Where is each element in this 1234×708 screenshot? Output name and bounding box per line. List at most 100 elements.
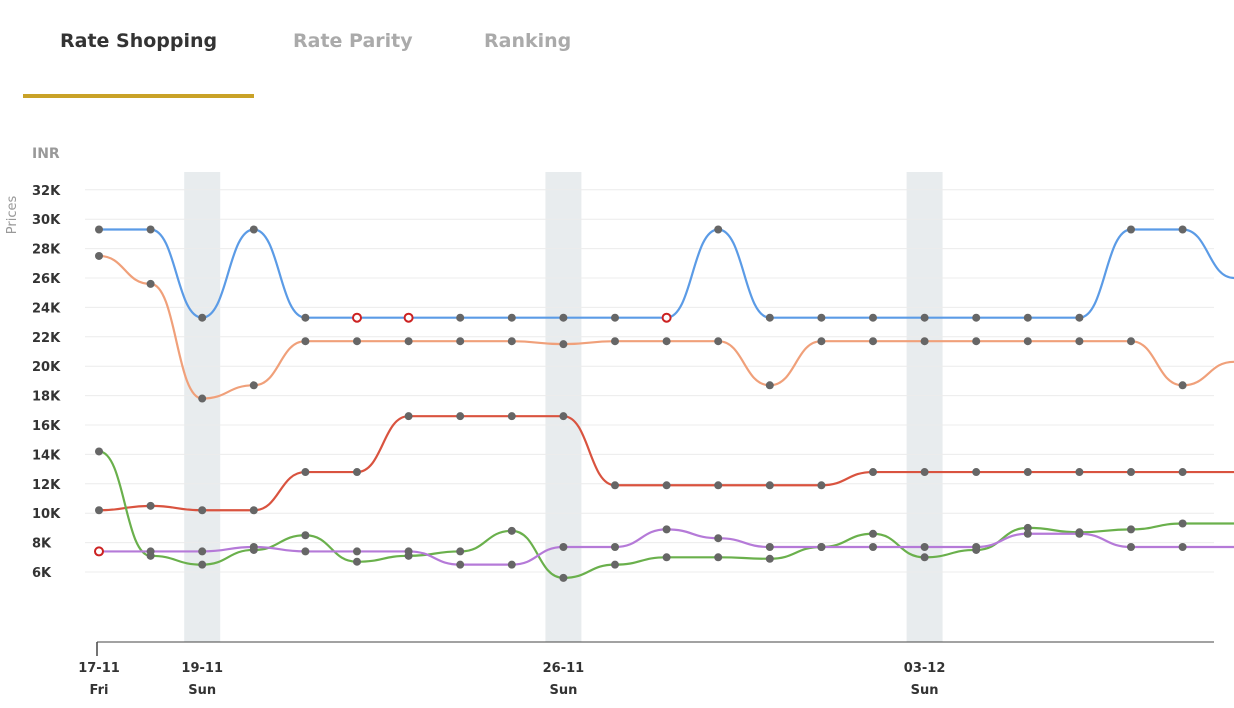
data-point[interactable] xyxy=(1023,313,1032,322)
data-point[interactable] xyxy=(611,313,619,322)
data-point[interactable] xyxy=(352,312,362,323)
data-point[interactable] xyxy=(817,313,826,322)
data-point[interactable] xyxy=(559,412,568,421)
data-point[interactable] xyxy=(611,543,619,552)
data-point[interactable] xyxy=(198,547,207,556)
data-point[interactable] xyxy=(869,529,877,538)
data-point[interactable] xyxy=(353,337,361,346)
data-point[interactable] xyxy=(301,547,310,556)
data-point[interactable] xyxy=(456,337,465,346)
data-point[interactable] xyxy=(559,313,568,322)
data-point[interactable] xyxy=(507,313,516,322)
data-point[interactable] xyxy=(765,313,774,322)
data-point[interactable] xyxy=(611,560,619,569)
data-point[interactable] xyxy=(1127,525,1135,534)
data-point[interactable] xyxy=(920,313,929,322)
data-point[interactable] xyxy=(765,543,774,552)
data-point[interactable] xyxy=(198,560,207,569)
data-point[interactable] xyxy=(765,481,774,490)
data-point[interactable] xyxy=(972,337,981,346)
data-point[interactable] xyxy=(1127,337,1135,346)
data-point[interactable] xyxy=(146,547,155,556)
data-point[interactable] xyxy=(920,543,929,552)
data-point[interactable] xyxy=(456,412,465,421)
data-point[interactable] xyxy=(817,337,826,346)
tab-rate-shopping[interactable]: Rate Shopping xyxy=(60,30,218,52)
data-point[interactable] xyxy=(456,313,465,322)
data-point[interactable] xyxy=(94,546,104,557)
data-point[interactable] xyxy=(95,506,103,515)
data-point[interactable] xyxy=(301,337,310,346)
data-point[interactable] xyxy=(661,312,672,323)
data-point[interactable] xyxy=(662,525,671,534)
data-point[interactable] xyxy=(920,337,929,346)
data-point[interactable] xyxy=(353,547,361,556)
data-point[interactable] xyxy=(456,547,465,556)
data-point[interactable] xyxy=(1075,337,1084,346)
data-point[interactable] xyxy=(301,531,310,540)
data-point[interactable] xyxy=(662,481,671,490)
data-point[interactable] xyxy=(1178,381,1187,390)
data-point[interactable] xyxy=(1127,225,1135,234)
data-point[interactable] xyxy=(1178,543,1187,552)
data-point[interactable] xyxy=(920,553,929,562)
data-point[interactable] xyxy=(765,381,774,390)
data-point[interactable] xyxy=(404,412,413,421)
data-point[interactable] xyxy=(611,481,619,490)
data-point[interactable] xyxy=(507,412,516,421)
data-point[interactable] xyxy=(301,313,310,322)
data-point[interactable] xyxy=(404,337,413,346)
data-point[interactable] xyxy=(817,481,826,490)
data-point[interactable] xyxy=(456,560,465,569)
data-point[interactable] xyxy=(1023,337,1032,346)
data-point[interactable] xyxy=(869,337,877,346)
data-point[interactable] xyxy=(249,543,258,552)
data-point[interactable] xyxy=(1023,523,1032,532)
data-point[interactable] xyxy=(353,468,361,477)
data-point[interactable] xyxy=(1023,529,1032,538)
data-point[interactable] xyxy=(714,337,723,346)
data-point[interactable] xyxy=(972,543,981,552)
data-point[interactable] xyxy=(1127,468,1135,477)
data-point[interactable] xyxy=(920,468,929,477)
data-point[interactable] xyxy=(1075,313,1084,322)
data-point[interactable] xyxy=(146,279,155,288)
data-point[interactable] xyxy=(869,313,877,322)
data-point[interactable] xyxy=(972,468,981,477)
data-point[interactable] xyxy=(869,543,877,552)
data-point[interactable] xyxy=(662,337,671,346)
data-point[interactable] xyxy=(301,468,310,477)
data-point[interactable] xyxy=(507,526,516,535)
data-point[interactable] xyxy=(765,554,774,563)
data-point[interactable] xyxy=(95,251,103,260)
data-point[interactable] xyxy=(1127,543,1135,552)
data-point[interactable] xyxy=(1075,529,1084,538)
data-point[interactable] xyxy=(507,337,516,346)
data-point[interactable] xyxy=(611,337,619,346)
data-point[interactable] xyxy=(559,573,568,582)
data-point[interactable] xyxy=(714,553,723,562)
data-point[interactable] xyxy=(1178,225,1187,234)
data-point[interactable] xyxy=(817,543,826,552)
tab-rate-parity[interactable]: Rate Parity xyxy=(293,30,413,52)
data-point[interactable] xyxy=(95,447,103,456)
data-point[interactable] xyxy=(1023,468,1032,477)
data-point[interactable] xyxy=(198,313,207,322)
data-point[interactable] xyxy=(662,553,671,562)
data-point[interactable] xyxy=(249,506,258,515)
data-point[interactable] xyxy=(198,394,207,403)
data-point[interactable] xyxy=(972,313,981,322)
data-point[interactable] xyxy=(249,225,258,234)
tab-ranking[interactable]: Ranking xyxy=(484,30,572,52)
data-point[interactable] xyxy=(95,225,103,234)
data-point[interactable] xyxy=(1178,519,1187,528)
data-point[interactable] xyxy=(714,481,723,490)
data-point[interactable] xyxy=(249,381,258,390)
data-point[interactable] xyxy=(198,506,207,515)
data-point[interactable] xyxy=(146,225,155,234)
data-point[interactable] xyxy=(507,560,516,569)
data-point[interactable] xyxy=(404,547,413,556)
data-point[interactable] xyxy=(714,225,723,234)
data-point[interactable] xyxy=(146,501,155,510)
data-point[interactable] xyxy=(559,543,568,552)
